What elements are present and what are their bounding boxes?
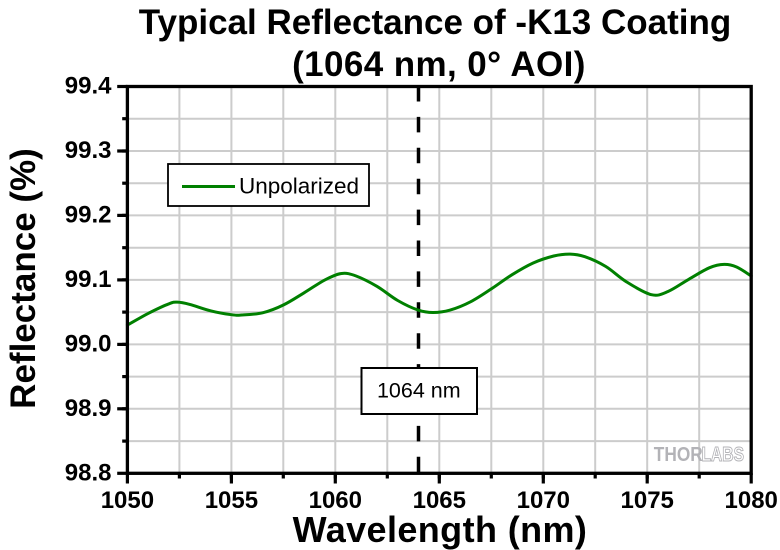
svg-text:1060: 1060 [309, 487, 362, 514]
svg-text:99.4: 99.4 [65, 73, 112, 100]
svg-text:THOR: THOR [654, 444, 703, 466]
svg-text:1070: 1070 [517, 487, 570, 514]
svg-text:1075: 1075 [621, 487, 674, 514]
svg-text:1050: 1050 [101, 487, 154, 514]
svg-text:1064 nm: 1064 nm [377, 379, 461, 403]
svg-text:99.3: 99.3 [65, 137, 112, 164]
svg-text:LABS: LABS [702, 444, 745, 466]
svg-text:1080: 1080 [725, 487, 778, 514]
svg-text:Typical Reflectance of -K13 Co: Typical Reflectance of -K13 Coating [139, 3, 732, 42]
svg-text:98.9: 98.9 [65, 395, 112, 422]
svg-text:Wavelength (nm): Wavelength (nm) [293, 509, 588, 550]
svg-text:99.0: 99.0 [65, 331, 112, 358]
svg-text:1065: 1065 [413, 487, 466, 514]
svg-text:(1064 nm, 0° AOI): (1064 nm, 0° AOI) [292, 45, 586, 84]
svg-text:Reflectance (%): Reflectance (%) [4, 148, 43, 409]
svg-text:99.2: 99.2 [65, 202, 112, 229]
svg-text:1055: 1055 [205, 487, 258, 514]
svg-text:Unpolarized: Unpolarized [239, 174, 359, 199]
svg-text:98.8: 98.8 [65, 459, 112, 486]
svg-text:99.1: 99.1 [65, 266, 112, 293]
